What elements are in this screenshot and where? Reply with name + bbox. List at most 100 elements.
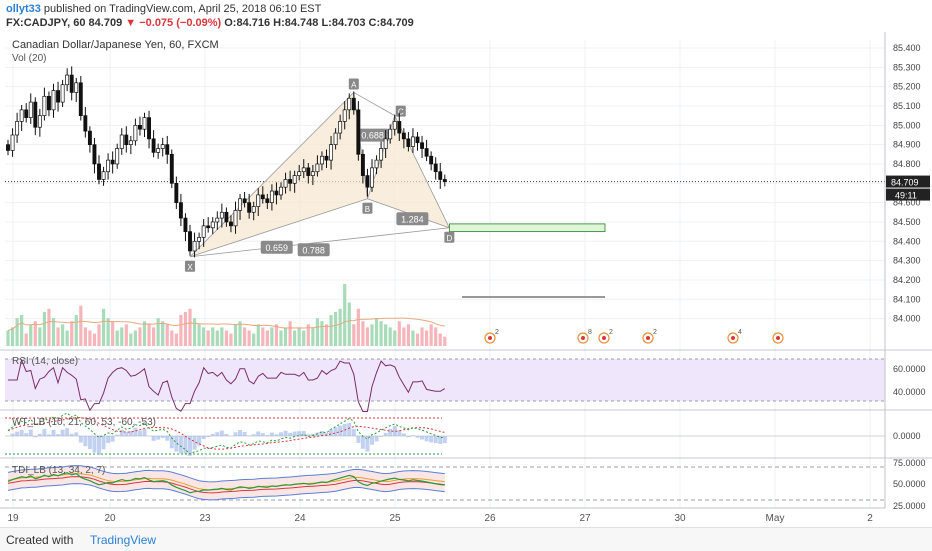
pattern-point-label: C: [398, 108, 404, 117]
x-tick-label: 23: [199, 513, 211, 524]
tdi-tick-label: 75.0000: [893, 458, 926, 468]
candle-body: [261, 195, 264, 199]
candle-body: [75, 83, 78, 93]
candle-body: [434, 164, 437, 172]
symbol-label: FX:CADJPY, 60: [6, 17, 85, 29]
pattern-point-label: A: [351, 80, 357, 89]
candle-body: [20, 110, 23, 122]
candle-body: [79, 83, 82, 116]
tdi-tick-label: 50.0000: [893, 479, 926, 489]
candle-body: [29, 102, 32, 117]
x-tick-label: May: [766, 513, 785, 524]
wt-histogram-bar: [215, 432, 219, 436]
volume-bar: [275, 324, 278, 346]
economic-event-count: 8: [588, 329, 592, 336]
candle-body: [143, 118, 146, 130]
volume-bar: [225, 331, 228, 347]
volume-bar: [16, 318, 19, 346]
wt-histogram-bar: [347, 423, 351, 436]
candle-body: [266, 199, 269, 203]
wt-histogram-bar: [202, 436, 206, 439]
volume-bars: [6, 284, 446, 346]
wt-histogram-bar: [370, 436, 374, 445]
chart-title: Canadian Dollar/Japanese Yen, 60, FXCM: [12, 39, 219, 51]
candle-body: [207, 226, 210, 228]
tdi-tick-label: 25.0000: [893, 501, 926, 511]
tradingview-link[interactable]: TradingView: [90, 533, 156, 547]
wt-histogram-bar: [234, 432, 238, 436]
wt-histogram-bar: [406, 436, 410, 437]
wt-histogram-bar: [425, 436, 429, 441]
volume-bar: [25, 334, 28, 346]
wt-histogram-bar: [97, 436, 101, 455]
candle-body: [166, 145, 169, 155]
wt-histogram-bar: [256, 431, 260, 436]
ratio-label: 0.788: [302, 245, 325, 255]
price-tick-label: 84.900: [893, 140, 921, 150]
price-tick-label: 84.000: [893, 314, 921, 324]
candle-body: [398, 121, 401, 133]
price-tick-label: 84.800: [893, 159, 921, 169]
wt-histogram-bar: [356, 436, 360, 443]
wt-histogram-bar: [102, 436, 106, 449]
wt-histogram-bar: [279, 432, 283, 436]
economic-event-count: 2: [609, 329, 613, 336]
wt-histogram-bar: [193, 436, 197, 450]
candle-body: [157, 149, 160, 153]
wt-histogram-bar: [220, 431, 224, 436]
candle-body: [175, 183, 178, 202]
wt-histogram-bar: [297, 431, 301, 436]
candle-body: [102, 172, 105, 180]
volume-bar: [216, 331, 219, 347]
wt-histogram-bar: [265, 435, 269, 436]
wt-histogram-bar: [24, 433, 28, 436]
wt-histogram-bar: [29, 430, 33, 436]
volume-bar: [439, 334, 442, 346]
candle-body: [6, 145, 9, 151]
price-tick-label: 84.400: [893, 236, 921, 246]
wt-histogram-bar: [388, 429, 392, 436]
pattern-point-label: B: [365, 205, 370, 214]
wt-histogram-bar: [224, 434, 228, 436]
wt-histogram-bar: [52, 430, 56, 436]
candle-body: [220, 212, 223, 218]
wt-histogram-bar: [284, 431, 288, 436]
candle-body: [179, 203, 182, 218]
candle-body: [16, 121, 19, 135]
rsi-tick-label: 40.0000: [893, 387, 926, 397]
candle-body: [229, 222, 232, 226]
volume-bar: [329, 315, 332, 346]
volume-bar: [289, 321, 292, 346]
volume-bar: [170, 331, 173, 347]
author-link[interactable]: ollyt33: [6, 3, 41, 15]
volume-bar: [88, 331, 91, 347]
volume-bar: [443, 337, 446, 346]
volume-bar: [366, 327, 369, 346]
volume-bar: [175, 334, 178, 346]
wt-histogram-bar: [397, 430, 401, 436]
candle-body: [248, 203, 251, 213]
price-tick-label: 85.100: [893, 101, 921, 111]
ohlc-values: O:84.716 H:84.748 L:84.703 C:84.709: [224, 17, 414, 29]
volume-bar: [61, 324, 64, 346]
pattern-point-label: D: [446, 234, 452, 243]
volume-bar: [384, 324, 387, 346]
candle-body: [320, 156, 323, 164]
volume-bar: [311, 327, 314, 346]
wt-histogram-bar: [375, 436, 379, 441]
x-tick-label: 30: [674, 513, 686, 524]
volume-bar: [193, 318, 196, 346]
symbol-line: FX:CADJPY, 60 84.709 ▼ −0.075 (−0.09%) O…: [6, 17, 414, 29]
volume-bar: [370, 324, 373, 346]
ratio-label: 0.659: [265, 243, 288, 253]
volume-bar: [38, 327, 41, 346]
volume-bar: [20, 315, 23, 346]
candle-body: [352, 98, 355, 110]
candle-body: [361, 154, 364, 175]
volume-bar: [111, 321, 114, 346]
wt-histogram-bar: [288, 433, 292, 436]
candle-body: [375, 160, 378, 168]
